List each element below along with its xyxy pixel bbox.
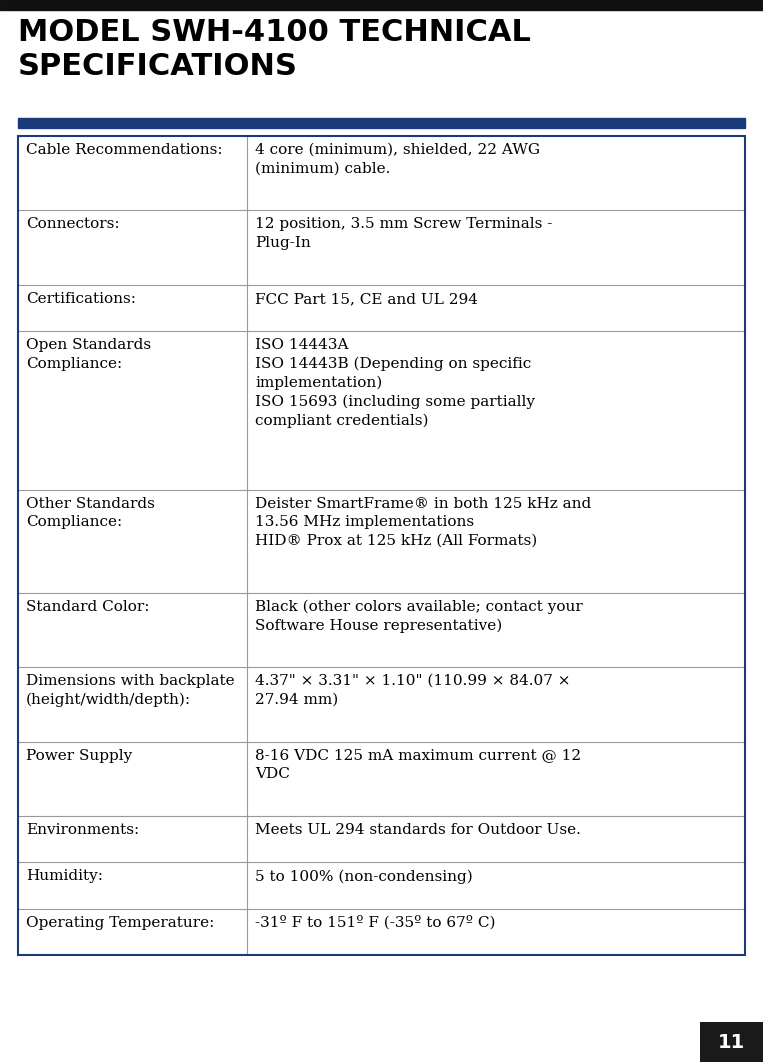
Text: 4.37" × 3.31" × 1.10" (110.99 × 84.07 ×
27.94 mm): 4.37" × 3.31" × 1.10" (110.99 × 84.07 × …: [255, 674, 571, 706]
Text: FCC Part 15, CE and UL 294: FCC Part 15, CE and UL 294: [255, 292, 478, 306]
Text: Operating Temperature:: Operating Temperature:: [26, 915, 214, 929]
Text: Dimensions with backplate
(height/width/depth):: Dimensions with backplate (height/width/…: [26, 674, 235, 707]
Text: Certifications:: Certifications:: [26, 292, 136, 306]
Text: Meets UL 294 standards for Outdoor Use.: Meets UL 294 standards for Outdoor Use.: [255, 823, 581, 837]
Text: Connectors:: Connectors:: [26, 218, 120, 232]
Text: Power Supply: Power Supply: [26, 749, 132, 763]
Text: Black (other colors available; contact your
Software House representative): Black (other colors available; contact y…: [255, 600, 583, 633]
Text: Open Standards
Compliance:: Open Standards Compliance:: [26, 339, 151, 371]
Bar: [700, 1022, 763, 1062]
Text: 8-16 VDC 125 mA maximum current @ 12
VDC: 8-16 VDC 125 mA maximum current @ 12 VDC: [255, 749, 581, 781]
Text: Standard Color:: Standard Color:: [26, 600, 150, 614]
Text: Other Standards
Compliance:: Other Standards Compliance:: [26, 497, 155, 530]
Text: Humidity:: Humidity:: [26, 870, 103, 884]
Text: -31º F to 151º F (-35º to 67º C): -31º F to 151º F (-35º to 67º C): [255, 915, 495, 930]
Text: Environments:: Environments:: [26, 823, 140, 837]
Text: 5 to 100% (non-condensing): 5 to 100% (non-condensing): [255, 870, 473, 884]
Text: Cable Recommendations:: Cable Recommendations:: [26, 143, 223, 157]
Text: Deister SmartFrame® in both 125 kHz and
13.56 MHz implementations
HID® Prox at 1: Deister SmartFrame® in both 125 kHz and …: [255, 497, 591, 548]
Text: MODEL SWH-4100 TECHNICAL
SPECIFICATIONS: MODEL SWH-4100 TECHNICAL SPECIFICATIONS: [18, 18, 531, 81]
Bar: [18, 136, 745, 955]
Bar: [18, 118, 745, 129]
Text: 11: 11: [718, 1032, 745, 1051]
Bar: [0, 0, 763, 10]
Text: 4 core (minimum), shielded, 22 AWG
(minimum) cable.: 4 core (minimum), shielded, 22 AWG (mini…: [255, 143, 540, 175]
Text: 12 position, 3.5 mm Screw Terminals -
Plug-In: 12 position, 3.5 mm Screw Terminals - Pl…: [255, 218, 552, 250]
Text: ISO 14443A
ISO 14443B (Depending on specific
implementation)
ISO 15693 (includin: ISO 14443A ISO 14443B (Depending on spec…: [255, 339, 535, 428]
